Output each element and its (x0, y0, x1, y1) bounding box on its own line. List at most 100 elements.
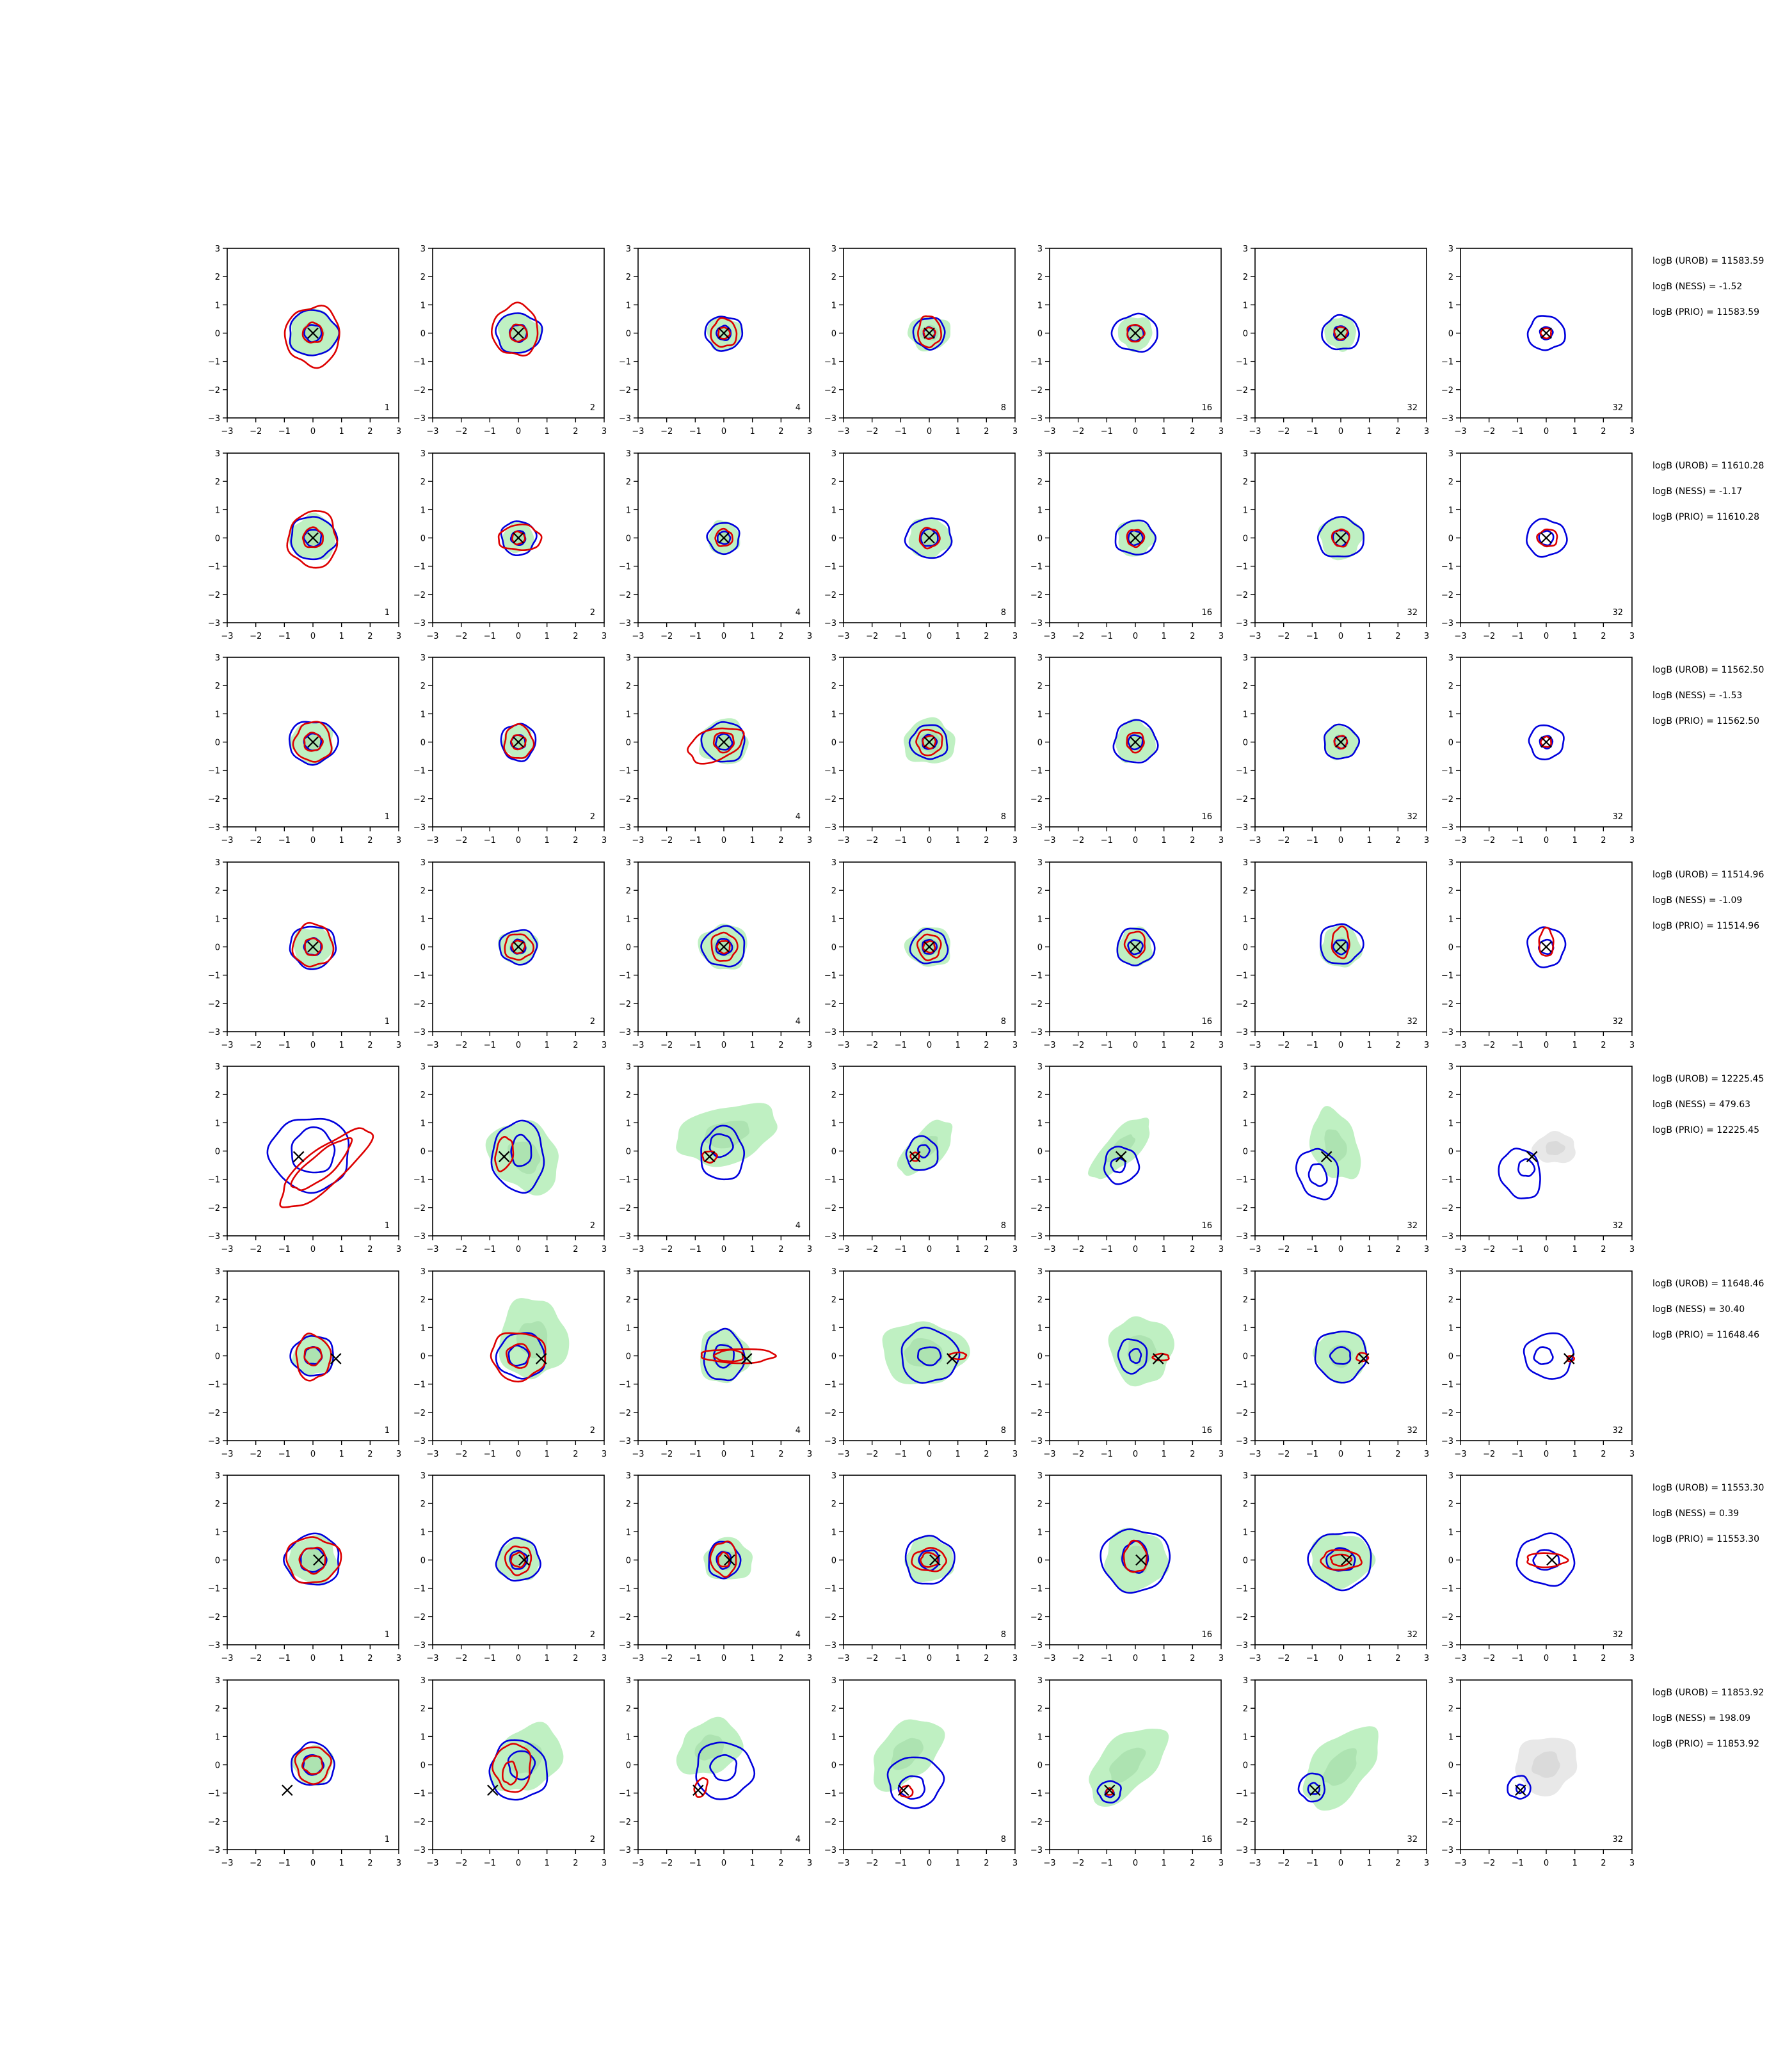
subplot-r3-c7: −3−3 −2 −2 −1 −1 0 0 1 1 2 2 3 3 32 (1441, 653, 1635, 845)
x-tick-label: −3 (1249, 1041, 1261, 1050)
subplot-r1-c7: −3−3 −2 −2 −1 −1 0 0 1 1 2 2 3 3 32 (1441, 244, 1635, 436)
subplot-r8-c1: −3−3 −2 −2 −1 −1 0 0 1 1 2 2 3 3 1 (208, 1676, 401, 1868)
x-tick-label: −1 (1101, 836, 1113, 845)
panel-label: 1 (385, 403, 390, 413)
x-tick-label: 1 (1572, 1859, 1578, 1868)
y-tick-label: 1 (626, 1732, 631, 1742)
y-tick-label: −2 (824, 1409, 836, 1418)
true-value-marker (1526, 1151, 1538, 1163)
y-tick-label: −1 (1441, 1789, 1453, 1799)
red-contour (709, 1540, 737, 1578)
blue-contour (717, 531, 732, 545)
x-tick-label: −1 (278, 1450, 291, 1459)
x-tick-label: −2 (250, 836, 262, 845)
y-tick-label: 2 (626, 1295, 631, 1305)
y-tick-label: 3 (831, 1676, 836, 1686)
x-tick-label: −3 (1454, 632, 1466, 641)
y-tick-label: 2 (1243, 1500, 1248, 1509)
y-tick-label: −3 (824, 619, 836, 628)
x-tick-label: −1 (895, 427, 907, 436)
y-tick-label: 1 (626, 506, 631, 515)
y-tick-label: −1 (208, 1789, 220, 1799)
subplot-r4-c2: −3−3 −2 −2 −1 −1 0 0 1 1 2 2 3 3 2 (413, 858, 607, 1050)
y-tick-label: 3 (626, 1062, 631, 1072)
y-tick-label: −3 (413, 619, 426, 628)
y-tick-label: 1 (1037, 1528, 1043, 1537)
y-tick-label: 3 (1037, 1062, 1043, 1072)
y-tick-label: 0 (215, 1352, 220, 1362)
x-tick-label: −3 (221, 836, 233, 845)
y-tick-label: 0 (1243, 739, 1248, 748)
y-tick-label: −3 (413, 1437, 426, 1446)
x-tick-label: −2 (1072, 1859, 1084, 1868)
blue-contour (1538, 530, 1555, 547)
y-tick-label: −2 (413, 795, 426, 804)
y-tick-label: 0 (215, 943, 220, 953)
blue-contour (904, 517, 953, 559)
x-tick-label: −3 (426, 1041, 438, 1050)
x-tick-label: −2 (455, 1041, 467, 1050)
x-tick-label: −3 (632, 632, 644, 641)
x-tick-label: −3 (1249, 427, 1261, 436)
y-tick-label: −3 (208, 823, 220, 833)
blue-contour (500, 723, 537, 762)
subplot-r3-c5: −3−3 −2 −2 −1 −1 0 0 1 1 2 2 3 3 16 (1030, 653, 1224, 845)
true-value-marker (929, 1554, 941, 1566)
y-tick-label: −2 (1441, 1613, 1453, 1622)
true-value-marker (1309, 1784, 1321, 1796)
red-contour (295, 1332, 332, 1382)
x-tick-label: 2 (573, 1859, 578, 1868)
y-tick-label: 3 (1448, 449, 1453, 459)
y-tick-label: −2 (208, 1000, 220, 1009)
red-contour (294, 1746, 332, 1785)
x-tick-label: 3 (1629, 1859, 1635, 1868)
y-tick-label: −3 (1030, 619, 1043, 628)
x-tick-label: −1 (689, 427, 701, 436)
x-tick-label: −1 (278, 836, 291, 845)
y-tick-label: −2 (619, 795, 631, 804)
x-tick-label: 1 (750, 1450, 755, 1459)
x-tick-label: −3 (221, 1654, 233, 1663)
panel-label: 32 (1407, 812, 1418, 822)
panel-label: 32 (1612, 1630, 1623, 1640)
x-tick-label: 1 (1572, 427, 1578, 436)
y-tick-label: −2 (1441, 1000, 1453, 1009)
panel-label: 2 (590, 608, 595, 618)
x-tick-label: 3 (1012, 1450, 1018, 1459)
x-tick-label: −2 (1277, 1245, 1290, 1254)
y-tick-label: −1 (824, 1789, 836, 1799)
axes-frame (1460, 1270, 1633, 1441)
y-tick-label: −1 (1030, 972, 1043, 981)
red-contour (1538, 926, 1555, 957)
x-tick-label: −1 (1512, 632, 1524, 641)
y-tick-label: 0 (831, 739, 836, 748)
x-tick-label: −3 (426, 632, 438, 641)
y-tick-label: 1 (420, 1732, 426, 1742)
panel-label: 8 (1001, 1835, 1006, 1844)
y-tick-label: −3 (413, 1028, 426, 1037)
x-tick-label: −1 (1306, 1450, 1318, 1459)
panel-label: 1 (385, 812, 390, 822)
logb-annotation: logB (UROB) = 11853.92 (1652, 1688, 1764, 1698)
y-tick-label: 0 (831, 943, 836, 953)
true-value-marker (924, 941, 935, 953)
y-tick-label: 2 (626, 477, 631, 487)
panel-label: 32 (1612, 1426, 1623, 1436)
x-tick-label: 2 (367, 1041, 372, 1050)
red-contour (1126, 529, 1146, 548)
panel-label: 32 (1407, 1221, 1418, 1231)
subplot-r6-c4: −3−3 −2 −2 −1 −1 0 0 1 1 2 2 3 3 8 (824, 1267, 1018, 1459)
subplot-r2-c4: −3−3 −2 −2 −1 −1 0 0 1 1 2 2 3 3 8 (824, 449, 1018, 641)
blue-contour (510, 1133, 532, 1167)
panel-label: 1 (385, 1426, 390, 1436)
y-tick-label: 3 (1243, 1471, 1248, 1481)
y-tick-label: 2 (1448, 477, 1453, 487)
density-fill-core (1109, 1747, 1146, 1783)
true-value-marker (307, 736, 319, 748)
y-tick-label: 2 (1243, 477, 1248, 487)
panel-label: 16 (1201, 608, 1212, 618)
true-value-marker (513, 736, 524, 748)
y-tick-label: −2 (824, 591, 836, 600)
y-tick-label: 2 (1448, 1704, 1453, 1714)
blue-contour (886, 1756, 945, 1809)
